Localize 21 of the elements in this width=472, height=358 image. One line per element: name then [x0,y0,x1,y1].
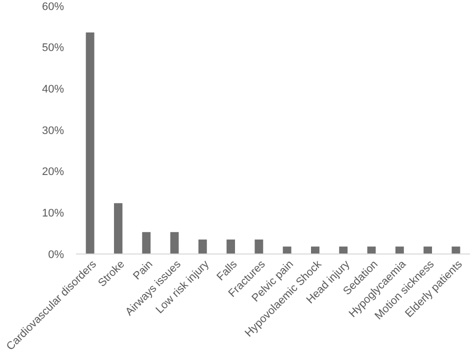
y-tick-label: 50% [42,42,64,54]
y-tick-label: 60% [42,0,64,13]
y-tick-label: 40% [42,84,64,96]
bar [114,203,122,254]
bar [310,246,320,254]
bar [424,246,432,254]
y-tick-label: 20% [42,166,64,178]
bar [339,246,348,254]
bar [282,246,292,254]
y-tick-label: 10% [42,208,64,220]
y-tick-label: 30% [42,124,64,137]
bar [142,232,151,254]
bar [170,232,179,254]
bar [226,240,236,254]
y-tick-label: 0% [48,248,64,261]
bar [452,246,460,254]
bar [198,240,207,254]
bar [86,32,94,254]
bar [254,240,264,254]
x-tick-label: Pain [131,258,156,282]
bar [395,246,404,254]
